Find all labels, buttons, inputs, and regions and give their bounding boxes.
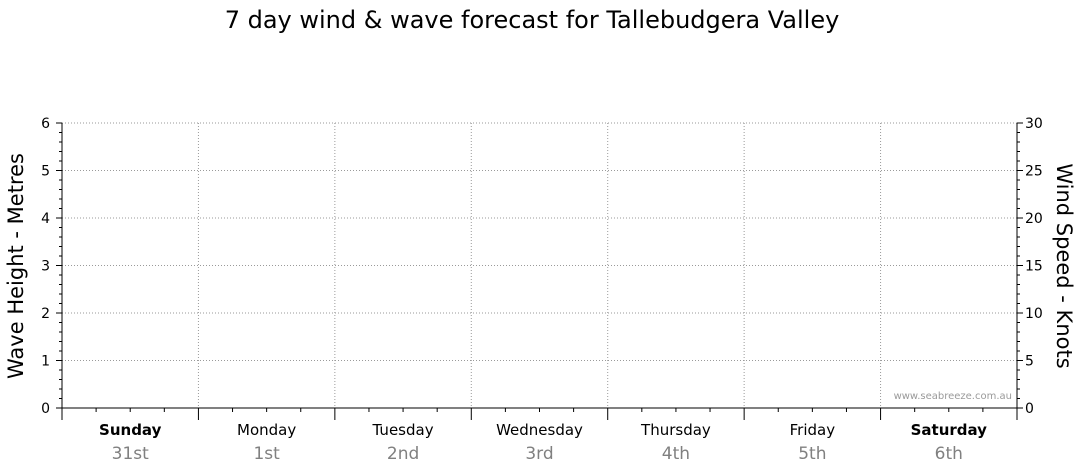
- day-name-label: Monday: [237, 421, 296, 439]
- day-name-label: Wednesday: [496, 421, 583, 439]
- y-right-tick-label: 15: [1025, 259, 1043, 275]
- y-right-tick-label: 0: [1025, 401, 1034, 417]
- y-axis-left-label: Wave Height - Metres: [4, 153, 28, 379]
- day-name-label: Friday: [790, 421, 836, 439]
- day-name-label: Saturday: [911, 421, 988, 439]
- y-left-tick-label: 2: [41, 306, 50, 322]
- y-right-tick-label: 10: [1025, 306, 1043, 322]
- day-date-label: 2nd: [387, 444, 419, 464]
- day-name-label: Sunday: [99, 421, 162, 439]
- day-name-label: Thursday: [640, 421, 711, 439]
- y-right-tick-label: 5: [1025, 354, 1034, 370]
- y-left-tick-label: 4: [41, 211, 50, 227]
- day-date-label: 6th: [935, 444, 963, 464]
- y-left-tick-label: 6: [41, 116, 50, 132]
- y-right-tick-label: 25: [1025, 164, 1043, 180]
- y-left-tick-label: 5: [41, 164, 50, 180]
- day-date-label: 5th: [798, 444, 826, 464]
- y-left-tick-label: 1: [41, 354, 50, 370]
- chart-title: 7 day wind & wave forecast for Tallebudg…: [224, 6, 840, 34]
- y-right-tick-label: 30: [1025, 116, 1043, 132]
- day-name-label: Tuesday: [372, 421, 434, 439]
- y-left-tick-label: 3: [41, 259, 50, 275]
- y-left-tick-label: 0: [41, 401, 50, 417]
- day-date-label: 4th: [662, 444, 690, 464]
- y-axis-right-label: Wind Speed - Knots: [1052, 163, 1076, 369]
- day-date-label: 31st: [112, 444, 149, 464]
- y-right-tick-label: 20: [1025, 211, 1043, 227]
- day-date-label: 1st: [253, 444, 280, 464]
- watermark: www.seabreeze.com.au: [893, 391, 1012, 402]
- day-date-label: 3rd: [525, 444, 553, 464]
